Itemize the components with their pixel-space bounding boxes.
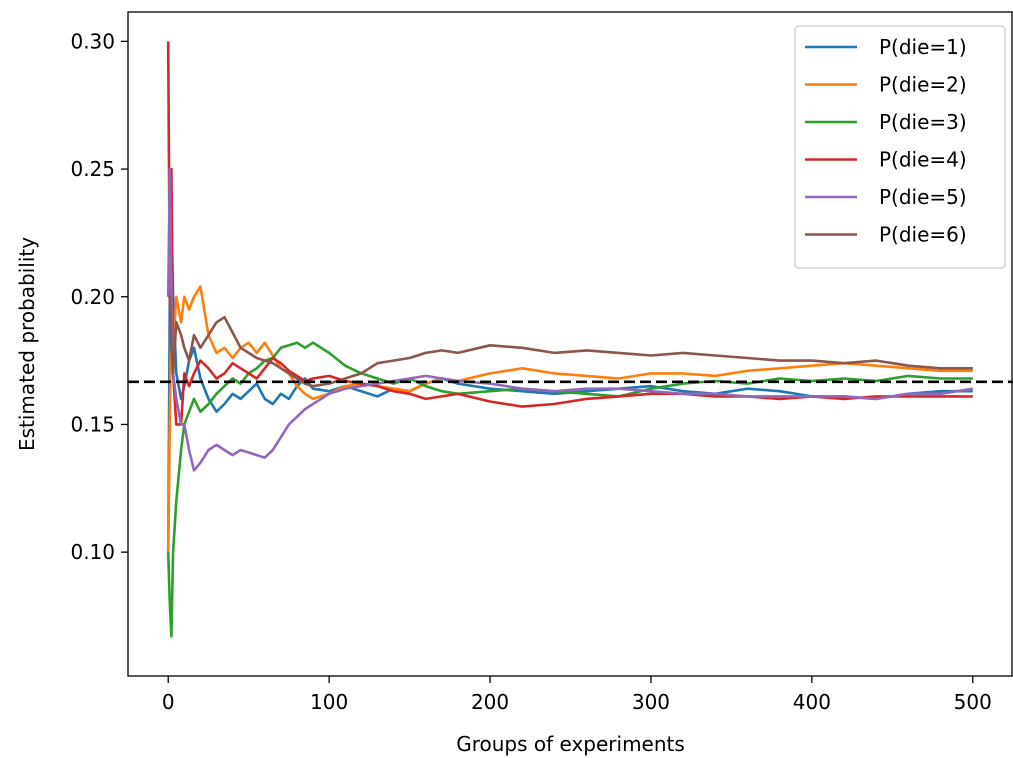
y-tick-label: 0.15: [70, 412, 115, 436]
legend-label: P(die=6): [879, 223, 967, 247]
x-axis: 0 100 200 300 400 500: [162, 676, 992, 714]
x-tick-label: 200: [471, 690, 509, 714]
legend-label: P(die=2): [879, 73, 967, 97]
x-tick-label: 300: [632, 690, 670, 714]
y-axis: 0.10 0.15 0.20 0.25 0.30: [70, 29, 128, 564]
x-tick-label: 500: [954, 690, 992, 714]
x-axis-label: Groups of experiments: [456, 732, 685, 756]
series-line-die-6: [168, 295, 973, 388]
legend-label: P(die=4): [879, 148, 967, 172]
legend: P(die=1) P(die=2) P(die=3) P(die=4) P(die=5)…: [794, 25, 1006, 269]
y-axis-label: Estimated probability: [15, 237, 39, 451]
y-tick-label: 0.30: [70, 29, 115, 53]
series-line-die-5: [166, 167, 974, 472]
legend-box: [794, 25, 1006, 269]
legend-label: P(die=3): [879, 110, 967, 134]
x-tick-label: 400: [793, 690, 831, 714]
x-tick-label: 100: [310, 690, 348, 714]
y-tick-label: 0.25: [70, 157, 115, 181]
series-line-die-3: [166, 341, 973, 638]
y-tick-label: 0.10: [70, 540, 115, 564]
series-layer: [166, 41, 974, 638]
plot-frame: [127, 11, 1013, 677]
legend-label: P(die=5): [879, 185, 967, 209]
x-tick-label: 0: [162, 690, 175, 714]
series-line-die-4: [166, 41, 973, 426]
legend-label: P(die=1): [879, 35, 967, 59]
y-tick-label: 0.20: [70, 285, 115, 309]
